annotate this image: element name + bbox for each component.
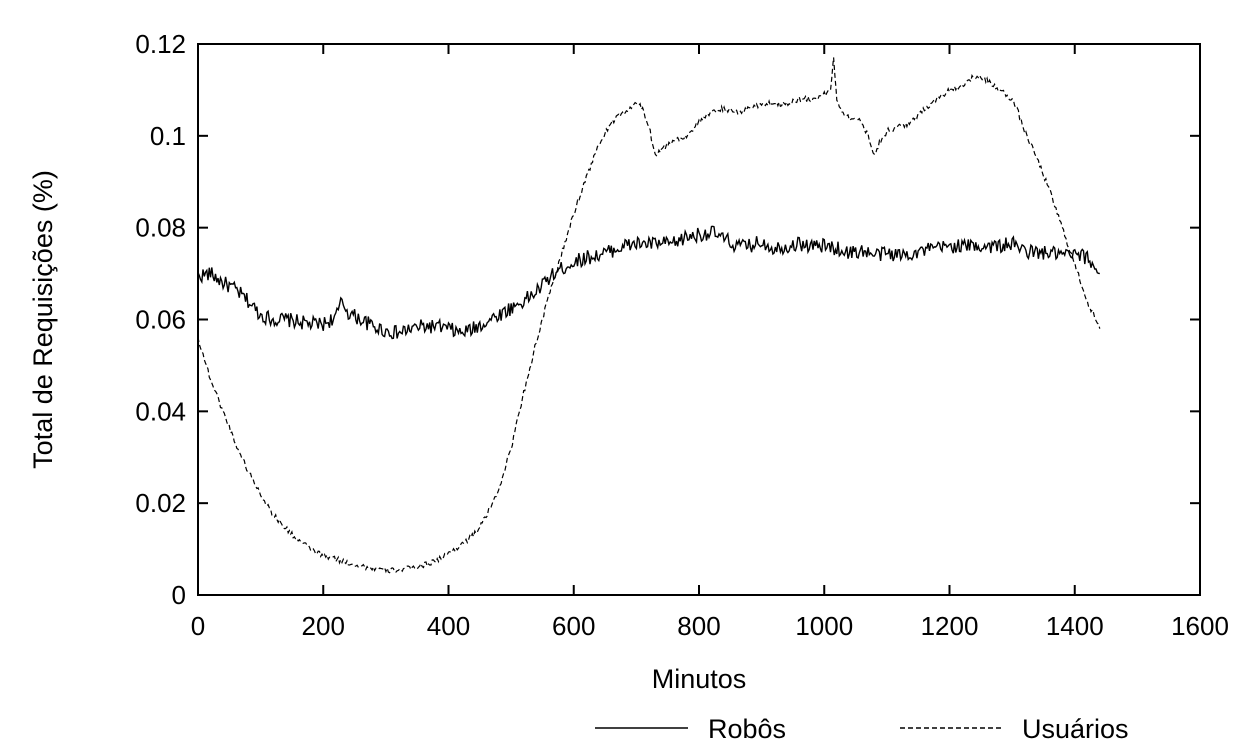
x-tick-label: 800: [677, 611, 720, 641]
legend-label: Usuários: [1022, 714, 1129, 743]
series-lines: [197, 57, 1101, 574]
legend: Robôs Usuários: [595, 714, 1129, 743]
x-tick-label: 1200: [921, 611, 979, 641]
y-axis-title: Total de Requisições (%): [28, 170, 58, 469]
y-axis-ticks: 0 0.02 0.04 0.06 0.08 0.1 0.12: [135, 29, 1200, 610]
x-tick-label: 400: [427, 611, 470, 641]
x-axis-ticks: 0 200 400 600 800 1000 1200 1400 1600: [191, 44, 1229, 641]
y-tick-label: 0.06: [135, 305, 186, 335]
y-tick-label: 0.08: [135, 213, 186, 243]
y-tick-label: 0.12: [135, 29, 186, 59]
series-line-usuarios: [197, 57, 1101, 574]
x-tick-label: 1400: [1046, 611, 1104, 641]
series-line-robos: [197, 225, 1100, 340]
legend-label: Robôs: [708, 714, 786, 743]
y-tick-label: 0.04: [135, 396, 186, 426]
x-tick-label: 1600: [1171, 611, 1229, 641]
y-tick-label: 0.02: [135, 488, 186, 518]
x-tick-label: 1000: [795, 611, 853, 641]
x-tick-label: 600: [552, 611, 595, 641]
x-tick-label: 200: [302, 611, 345, 641]
y-tick-label: 0: [172, 580, 186, 610]
x-axis-title: Minutos: [652, 664, 747, 694]
x-tick-label: 0: [191, 611, 205, 641]
y-tick-label: 0.1: [150, 121, 186, 151]
